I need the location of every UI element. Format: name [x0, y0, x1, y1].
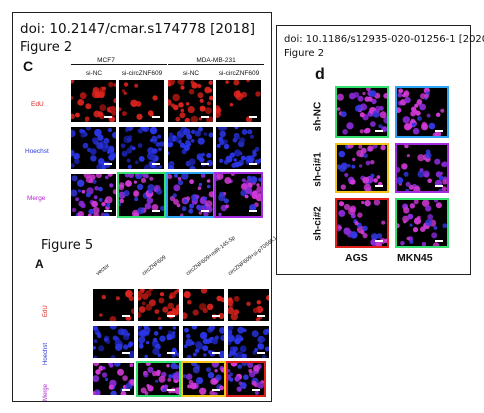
- scale-bar: [104, 163, 112, 165]
- cell-line-mda: MDA-MB-231: [196, 57, 236, 64]
- figure2-title-left: Figure 2: [20, 40, 73, 55]
- row-hoechst-c: Hoechst: [25, 148, 49, 155]
- scale-bar: [375, 130, 383, 132]
- micrograph-d-3-1-red-box: [335, 198, 389, 248]
- cond-c-2: si-circZNF609: [121, 70, 163, 77]
- micrograph-c-merge-1: [71, 174, 116, 216]
- micrograph-a-merge-2-green-box: [136, 361, 181, 397]
- micrograph-d-2-2-purple-box: [395, 143, 449, 193]
- scale-bar: [212, 315, 220, 317]
- scale-bar: [375, 185, 383, 187]
- scale-bar: [104, 210, 112, 212]
- figure2-title-right: Figure 2: [284, 48, 325, 59]
- micrograph-d-2-1-yellow-box: [335, 143, 389, 193]
- row-sh-nc: sh-NC: [312, 101, 324, 132]
- scale-bar: [435, 130, 443, 132]
- scale-bar: [122, 315, 130, 317]
- left-figure-panel: doi: 10.2147/cmar.s174778 [2018] Figure …: [12, 12, 278, 402]
- row-sh-ci1: sh-ci#1: [312, 152, 324, 187]
- micrograph-c-merge-3-blue-box: [166, 172, 215, 218]
- micrograph-a-hoechst-2: [138, 326, 179, 358]
- scale-bar: [201, 210, 209, 212]
- scale-bar: [212, 389, 220, 391]
- micrograph-a-edu-2: [138, 289, 179, 321]
- row-sh-ci2: sh-ci#2: [312, 206, 324, 241]
- scale-bar: [252, 389, 260, 391]
- cond-c-4: si-circZNF609: [218, 70, 260, 77]
- micrograph-a-merge-4-red-box: [226, 361, 266, 397]
- scale-bar: [257, 352, 265, 354]
- panel-d-letter: d: [315, 66, 325, 83]
- scale-bar: [257, 315, 265, 317]
- scale-bar: [212, 352, 220, 354]
- micrograph-c-hoechst-3: [168, 127, 213, 169]
- cond-a-4: circZNF609+si-p70S6K1: [227, 235, 279, 277]
- cell-line-underline-1: [71, 64, 167, 65]
- scale-bar: [167, 315, 175, 317]
- scale-bar: [122, 352, 130, 354]
- scale-bar: [249, 210, 257, 212]
- scale-bar: [152, 210, 160, 212]
- cell-line-underline-2: [168, 64, 264, 65]
- cond-a-1: vector: [95, 263, 111, 277]
- col-ags: AGS: [345, 252, 368, 264]
- scale-bar: [167, 389, 175, 391]
- row-merge-a: Merge: [43, 383, 49, 401]
- micrograph-a-edu-3: [183, 289, 224, 321]
- scale-bar: [167, 352, 175, 354]
- scale-bar: [375, 240, 383, 242]
- micrograph-c-edu-1: [71, 80, 116, 122]
- micrograph-a-merge-1: [93, 363, 134, 395]
- right-figure-panel: doi: 10.1186/s12935-020-01256-1 [2020] F…: [276, 25, 484, 275]
- panel-a-letter: A: [35, 257, 44, 271]
- row-hoechst-a: Hoechst: [43, 342, 49, 365]
- doi-right: doi: 10.1186/s12935-020-01256-1 [2020]: [284, 34, 484, 45]
- row-edu-c: EdU: [31, 101, 44, 108]
- scale-bar: [201, 116, 209, 118]
- scale-bar: [435, 185, 443, 187]
- cell-line-mcf7: MCF7: [97, 57, 115, 64]
- micrograph-c-edu-3: [168, 80, 213, 122]
- cond-a-2: circZNF609: [141, 254, 168, 277]
- doi-left: doi: 10.2147/cmar.s174778 [2018]: [20, 21, 255, 37]
- cond-c-3: si-NC: [182, 70, 200, 77]
- row-merge-c: Merge: [27, 195, 46, 202]
- micrograph-a-edu-4: [228, 289, 269, 321]
- col-mkn45: MKN45: [397, 252, 433, 264]
- micrograph-c-merge-2-green-box: [117, 172, 166, 218]
- row-edu-a: EdU: [43, 305, 49, 317]
- micrograph-d-1-2-blue-box: [395, 86, 449, 138]
- micrograph-c-hoechst-4: [216, 127, 261, 169]
- micrograph-c-edu-2: [119, 80, 164, 122]
- scale-bar: [104, 116, 112, 118]
- cond-c-1: si-NC: [85, 70, 103, 77]
- micrograph-c-merge-4-purple-box: [214, 172, 263, 218]
- scale-bar: [122, 389, 130, 391]
- micrograph-a-merge-3-yellow-box: [181, 361, 226, 397]
- scale-bar: [152, 116, 160, 118]
- micrograph-a-hoechst-4: [228, 326, 269, 358]
- micrograph-a-edu-1: [93, 289, 134, 321]
- micrograph-c-hoechst-1: [71, 127, 116, 169]
- micrograph-a-hoechst-1: [93, 326, 134, 358]
- scale-bar: [249, 116, 257, 118]
- micrograph-c-hoechst-2: [119, 127, 164, 169]
- panel-c-letter: C: [23, 58, 34, 74]
- micrograph-c-edu-4: [216, 80, 261, 122]
- scale-bar: [152, 163, 160, 165]
- micrograph-a-hoechst-3: [183, 326, 224, 358]
- scale-bar: [249, 163, 257, 165]
- micrograph-d-3-2-green-box: [395, 198, 449, 248]
- micrograph-d-1-1-green-box: [335, 86, 389, 138]
- scale-bar: [435, 240, 443, 242]
- figure5-title: Figure 5: [41, 238, 94, 253]
- scale-bar: [201, 163, 209, 165]
